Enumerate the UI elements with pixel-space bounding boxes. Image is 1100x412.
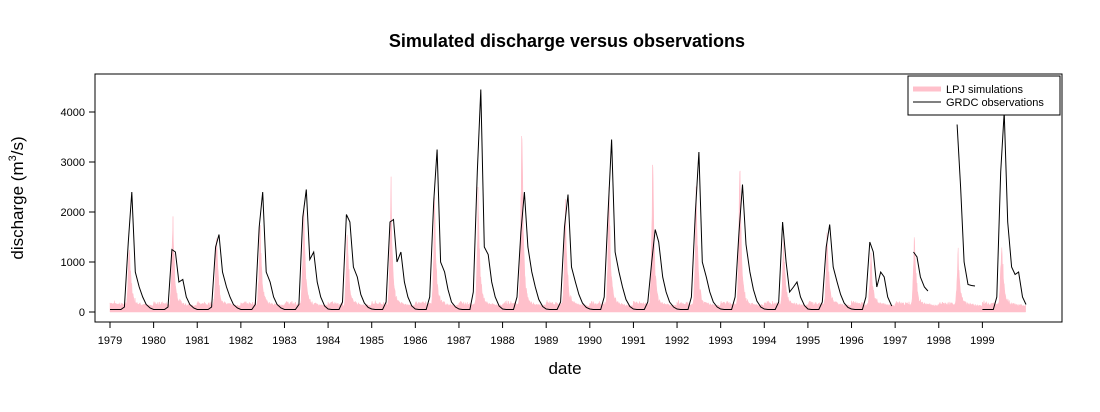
y-tick-label-2000: 2000: [61, 207, 85, 219]
chart-title: Simulated discharge versus observations: [389, 31, 745, 51]
x-axis-label: date: [548, 359, 581, 378]
x-axis: 1979 1980 1981 1982 1983 1984 1985 1986 1987 1988…: [98, 321, 995, 347]
y-tick-label-3000: 3000: [61, 157, 85, 169]
x-tick-label-1986: 1986: [403, 335, 427, 347]
x-tick-label-1990: 1990: [578, 335, 602, 347]
lpj-simulations-series: [109, 136, 1026, 313]
x-tick-label-1980: 1980: [141, 335, 165, 347]
x-tick-label-1993: 1993: [708, 335, 732, 347]
y-axis-label-superscript: 3: [7, 155, 19, 161]
x-tick-label-1991: 1991: [621, 335, 645, 347]
x-tick-label-1997: 1997: [883, 335, 907, 347]
legend-label-lpj: LPJ simulations: [946, 84, 1024, 96]
y-axis-label: discharge (m3/s): [7, 136, 27, 259]
x-tick-label-1994: 1994: [752, 335, 776, 347]
x-tick-label-1992: 1992: [665, 335, 689, 347]
grdc-observations-line-3: [982, 111, 1027, 310]
grdc-observations-line-2: [956, 124, 976, 287]
x-tick-label-1999: 1999: [970, 335, 994, 347]
x-tick-label-1995: 1995: [796, 335, 820, 347]
x-tick-label-1981: 1981: [185, 335, 209, 347]
legend: LPJ simulations GRDC observations: [907, 75, 1061, 116]
x-tick-label-1982: 1982: [229, 335, 253, 347]
x-tick-label-1989: 1989: [534, 335, 558, 347]
legend-label-grdc: GRDC observations: [946, 97, 1044, 109]
x-tick-label-1985: 1985: [359, 335, 383, 347]
x-tick-label-1984: 1984: [316, 335, 340, 347]
y-tick-label-1000: 1000: [61, 257, 85, 269]
y-axis-label-main: discharge (m: [8, 161, 27, 259]
grdc-observations-line-0: [110, 89, 893, 310]
y-tick-label-0: 0: [79, 307, 85, 319]
y-axis: 0 1000 2000 3000 4000: [61, 107, 96, 319]
x-tick-label-1987: 1987: [447, 335, 471, 347]
grdc-observations-line-1: [913, 251, 929, 292]
x-tick-label-1988: 1988: [490, 335, 514, 347]
x-tick-label-1979: 1979: [98, 335, 122, 347]
legend-box: [907, 75, 1061, 116]
x-tick-label-1998: 1998: [927, 335, 951, 347]
y-tick-label-4000: 4000: [61, 107, 85, 119]
y-axis-label-end: /s): [8, 136, 27, 155]
x-tick-label-1983: 1983: [272, 335, 296, 347]
x-tick-label-1996: 1996: [839, 335, 863, 347]
lpj-simulations-area: [109, 136, 1026, 313]
